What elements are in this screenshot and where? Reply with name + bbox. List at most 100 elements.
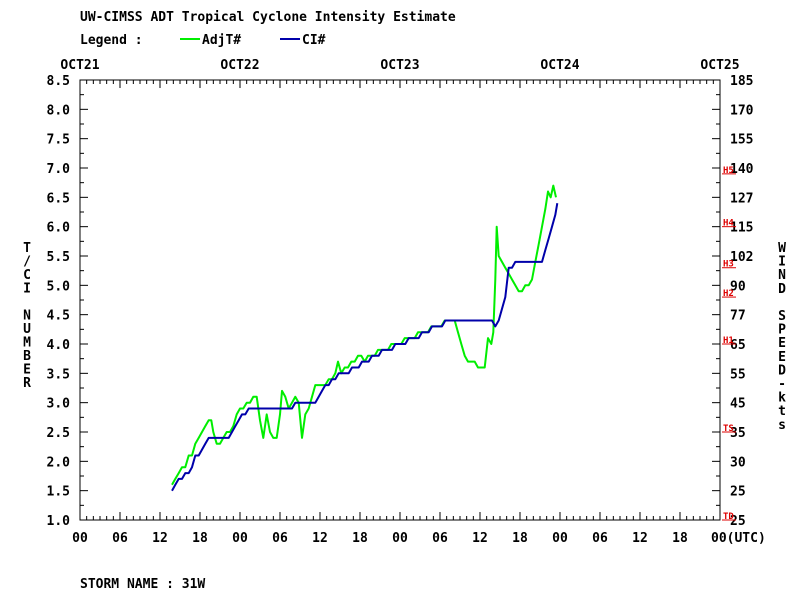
legend-adj-label: AdjT# — [202, 33, 241, 48]
category-mark-label: H1 — [723, 336, 734, 346]
axis-title-char: R — [23, 376, 31, 391]
right-tick-label: 170 — [730, 103, 754, 118]
hour-tick-label: 18 — [192, 531, 208, 546]
right-tick-label: 102 — [730, 250, 753, 265]
left-tick-label: 2.5 — [47, 426, 70, 441]
axis-title-char: s — [778, 418, 786, 433]
right-tick-label: 140 — [730, 162, 754, 177]
axis-title-char: t — [778, 404, 786, 419]
series-lines — [171, 184, 559, 492]
left-tick-label: 7.5 — [47, 133, 70, 148]
right-tick-label: 155 — [730, 133, 753, 148]
category-mark-label: H3 — [723, 260, 734, 270]
axis-labels: 1.0 25 1.5 25 2.0 30 2.5 35 3.0 45 3.5 55 4.0 65 4.5 77… — [47, 58, 766, 546]
series-line-ci — [171, 203, 559, 492]
left-tick-label: 3.0 — [47, 397, 71, 412]
axis-title-char: T — [23, 241, 31, 256]
axis-title-char: W — [778, 241, 786, 256]
category-mark-label: H4 — [723, 219, 734, 229]
hour-tick-label: 00 — [552, 531, 568, 546]
left-tick-label: 7.0 — [47, 162, 71, 177]
hour-tick-label: 06 — [272, 531, 288, 546]
intensity-category-marks: TD TS H1 H2 H3 H4 H5 — [722, 166, 736, 522]
axis-title-char: N — [778, 268, 786, 283]
axis-title-char: U — [23, 322, 31, 337]
left-tick-label: 1.5 — [47, 485, 70, 500]
date-label: OCT24 — [540, 58, 579, 73]
axis-title-char: E — [23, 363, 31, 378]
left-tick-label: 4.5 — [47, 309, 70, 324]
plot-frame — [79, 79, 721, 521]
axis-ticks — [79, 79, 721, 521]
hour-tick-label: 18 — [512, 531, 528, 546]
axis-title-char: k — [778, 391, 786, 406]
category-mark-label: H2 — [723, 289, 734, 299]
left-tick-label: 8.5 — [47, 74, 70, 89]
right-tick-label: 185 — [730, 74, 753, 89]
series-line-adjt — [171, 184, 557, 486]
category-mark-label: H5 — [723, 166, 734, 176]
left-tick-label: 6.5 — [47, 191, 70, 206]
axis-title-char: E — [778, 336, 786, 351]
right-tick-label: 55 — [730, 367, 746, 382]
left-tick-label: 5.5 — [47, 250, 70, 265]
hour-tick-label: 00 — [232, 531, 248, 546]
right-tick-label: 30 — [730, 455, 746, 470]
hour-tick-label: 00 — [392, 531, 408, 546]
right-tick-label: 45 — [730, 397, 746, 412]
hour-tick-label: 06 — [112, 531, 128, 546]
legend: AdjT# CI# — [180, 33, 326, 48]
date-label: OCT21 — [60, 58, 99, 73]
storm-name: STORM NAME : 31W — [80, 577, 205, 592]
axis-title-char: I — [778, 255, 786, 270]
right-tick-label: 115 — [730, 221, 753, 236]
hour-tick-label: 06 — [592, 531, 608, 546]
right-tick-label: 65 — [730, 338, 746, 353]
left-tick-label: 8.0 — [47, 103, 71, 118]
hour-tick-label: 12 — [632, 531, 648, 546]
axis-title-char: N — [23, 309, 31, 324]
axis-title-char: I — [23, 282, 31, 297]
axis-title-char: P — [778, 323, 786, 338]
left-tick-label: 5.0 — [47, 279, 71, 294]
axis-title-char: B — [23, 349, 31, 364]
axis-title-char: - — [778, 377, 786, 392]
hour-tick-label: 00(UTC) — [711, 531, 766, 546]
date-label: OCT25 — [700, 58, 739, 73]
date-label: OCT23 — [380, 58, 419, 73]
hour-tick-label: 12 — [312, 531, 328, 546]
right-tick-label: 25 — [730, 485, 746, 500]
legend-ci-label: CI# — [302, 33, 326, 48]
legend-label: Legend : — [80, 33, 143, 48]
axis-title-char: M — [23, 336, 31, 351]
left-tick-label: 2.0 — [47, 455, 71, 470]
right-tick-label: 127 — [730, 191, 753, 206]
hour-tick-label: 06 — [432, 531, 448, 546]
hour-tick-label: 18 — [352, 531, 368, 546]
chart-title: UW-CIMSS ADT Tropical Cyclone Intensity … — [80, 10, 456, 25]
left-tick-label: 1.0 — [47, 514, 71, 529]
right-tick-label: 25 — [730, 514, 746, 529]
hour-tick-label: 12 — [472, 531, 488, 546]
date-label: OCT22 — [220, 58, 259, 73]
axis-title-char: E — [778, 350, 786, 365]
left-tick-label: 3.5 — [47, 367, 70, 382]
axis-title-char: C — [23, 268, 31, 283]
left-tick-label: 6.0 — [47, 221, 71, 236]
right-tick-label: 77 — [730, 309, 746, 324]
axis-title-char: S — [778, 309, 786, 324]
left-tick-label: 4.0 — [47, 338, 71, 353]
category-mark-label: TD — [723, 512, 734, 522]
right-tick-label: 35 — [730, 426, 746, 441]
axis-title-char: / — [23, 255, 31, 270]
axis-title-char: D — [778, 282, 786, 297]
right-tick-label: 90 — [730, 279, 746, 294]
axis-title-char: D — [778, 363, 786, 378]
category-mark-label: TS — [723, 424, 734, 434]
hour-tick-label: 12 — [152, 531, 168, 546]
hour-tick-label: 00 — [72, 531, 88, 546]
hour-tick-label: 18 — [672, 531, 688, 546]
